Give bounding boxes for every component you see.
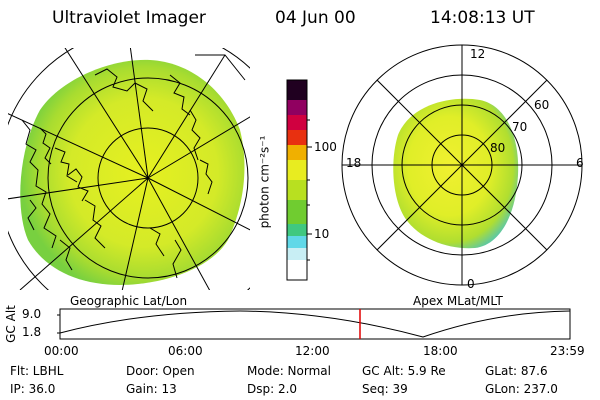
status-ip: IP: 36.0 xyxy=(10,382,56,396)
mlat-label-80: 80 xyxy=(490,141,506,155)
status-gc-alt: GC Alt: 5.9 Re xyxy=(362,364,446,378)
status-gain: Gain: 13 xyxy=(126,382,177,396)
observation-date: 04 Jun 00 xyxy=(275,8,356,28)
instrument-title: Ultraviolet Imager xyxy=(52,8,206,28)
time-tick-0600: 06:00 xyxy=(168,344,203,358)
mlt-label-12: 12 xyxy=(470,47,486,61)
gc-alt-axis-label: GC Alt xyxy=(3,305,18,343)
status-mode: Mode: Normal xyxy=(247,364,331,378)
mlt-label-6: 6 xyxy=(576,156,584,170)
apex-auroral-image xyxy=(393,98,519,249)
status-filter: Flt: LBHL xyxy=(10,364,64,378)
colorbar-tick-100: 100 xyxy=(314,140,337,154)
alt-tick-9: 9.0 xyxy=(22,307,42,321)
status-glon: GLon: 237.0 xyxy=(485,382,558,396)
time-tick-1800: 18:00 xyxy=(423,344,458,358)
colorbar-tick-10: 10 xyxy=(314,227,330,241)
colorbar-unit-label: photon cm⁻²s⁻¹ xyxy=(257,135,272,229)
alt-tick-1-8: 1.8 xyxy=(22,325,42,339)
apex-mlat-mlt-grid xyxy=(341,44,583,286)
apex-map xyxy=(341,44,583,286)
altitude-curve xyxy=(59,310,571,338)
colorbar xyxy=(286,79,312,281)
status-seq: Seq: 39 xyxy=(362,382,408,396)
status-glat: GLat: 87.6 xyxy=(485,364,548,378)
apex-panel-label: Apex MLat/MLT xyxy=(413,294,503,308)
geo-latlon-grid xyxy=(8,48,250,290)
mlat-label-60: 60 xyxy=(534,98,550,112)
mlt-label-18: 18 xyxy=(346,156,362,170)
geo-auroral-image xyxy=(20,59,245,286)
observation-time: 14:08:13 UT xyxy=(430,8,535,28)
mlat-label-70: 70 xyxy=(512,120,528,134)
status-dsp: Dsp: 2.0 xyxy=(247,382,298,396)
time-tick-1200: 12:00 xyxy=(295,344,330,358)
geo-panel-label: Geographic Lat/Lon xyxy=(70,294,188,308)
mlt-label-0: 0 xyxy=(467,277,475,291)
time-tick-2359: 23:59 xyxy=(550,344,585,358)
time-tick-0000: 00:00 xyxy=(44,344,79,358)
altitude-plot xyxy=(57,308,571,340)
geographic-map xyxy=(8,48,250,290)
status-door: Door: Open xyxy=(126,364,195,378)
